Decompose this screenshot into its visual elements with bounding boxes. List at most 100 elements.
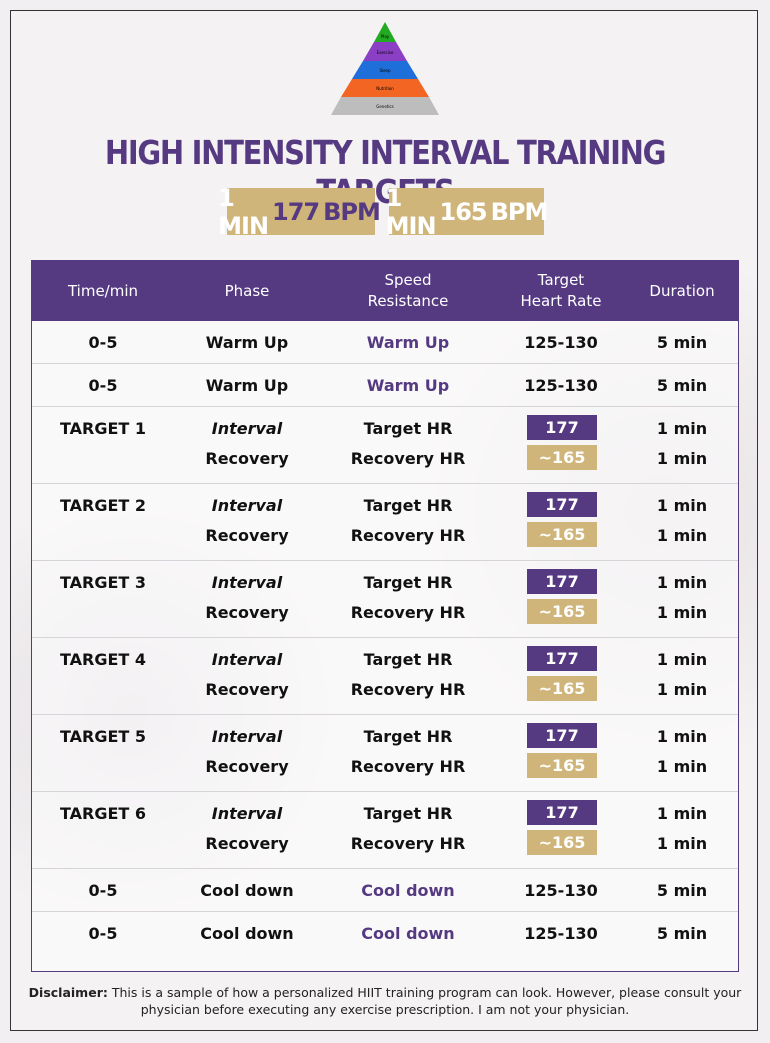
interval-hr-badge: 177 (527, 569, 597, 594)
cell-interval-duration: 1 min (656, 496, 708, 515)
cell-recovery-speed: Recovery HR (350, 526, 466, 545)
badge-value: 177 (272, 197, 320, 226)
cell-recovery-duration: 1 min (656, 603, 708, 622)
cell-time: 0-5 (88, 924, 118, 943)
cell-recovery: Recovery (205, 603, 289, 622)
disclaimer-text: This is a sample of how a personalized H… (111, 985, 742, 1017)
cell-hr: 125-130 (524, 881, 598, 900)
header-target-hr: Target Heart Rate (496, 261, 626, 321)
cell-phase: Cool down (200, 924, 294, 943)
cell-recovery-speed: Recovery HR (350, 449, 466, 468)
cell-target-label: TARGET 3 (59, 573, 147, 592)
cell-hr: 125-130 (524, 924, 598, 943)
header-speed-line2: Resistance (367, 292, 449, 310)
cell-phase: Warm Up (205, 376, 289, 395)
cell-interval: Interval (211, 573, 283, 592)
pyramid-level-exercise (363, 42, 407, 61)
cell-interval-speed: Target HR (363, 573, 453, 592)
cell-time: 0-5 (88, 881, 118, 900)
target-row-5: TARGET 5 Interval Target HR 177 1 min Re… (32, 715, 738, 792)
cell-interval: Interval (211, 419, 283, 438)
target-row-4: TARGET 4 Interval Target HR 177 1 min Re… (32, 638, 738, 715)
cell-recovery: Recovery (205, 757, 289, 776)
cell-recovery-speed: Recovery HR (350, 603, 466, 622)
cell-interval: Interval (211, 804, 283, 823)
cell-interval-duration: 1 min (656, 419, 708, 438)
cell-recovery: Recovery (205, 526, 289, 545)
cell-interval-duration: 1 min (656, 727, 708, 746)
disclaimer: Disclaimer: This is a sample of how a pe… (20, 984, 750, 1018)
header-duration: Duration (649, 281, 715, 300)
pyramid-label-exercise: Exercise (377, 50, 394, 55)
pyramid-label-play: Play (381, 34, 390, 39)
interval-hr-badge: 177 (527, 646, 597, 671)
cell-interval-speed: Target HR (363, 727, 453, 746)
cell-interval-speed: Target HR (363, 650, 453, 669)
pyramid-level-nutrition (341, 79, 429, 97)
pyramid-label-nutrition: Nutrition (376, 86, 394, 91)
header-time: Time/min (67, 281, 139, 300)
cell-interval-duration: 1 min (656, 573, 708, 592)
cell-recovery: Recovery (205, 449, 289, 468)
pyramid-label-sleep: Sleep (379, 68, 391, 73)
cell-interval-duration: 1 min (656, 650, 708, 669)
cell-target-label: TARGET 6 (59, 804, 147, 823)
interval-hr-badge: 177 (527, 492, 597, 517)
cell-recovery-duration: 1 min (656, 834, 708, 853)
cell-speed: Warm Up (366, 376, 450, 395)
cell-speed: Warm Up (366, 333, 450, 352)
header-speed: Speed Resistance (320, 261, 496, 321)
target-row-6: TARGET 6 Interval Target HR 177 1 min Re… (32, 792, 738, 869)
cell-recovery: Recovery (205, 680, 289, 699)
recovery-hr-badge: ~165 (527, 676, 597, 701)
disclaimer-label: Disclaimer: (28, 985, 108, 1000)
recovery-hr-badge: ~165 (527, 753, 597, 778)
cell-duration: 5 min (656, 376, 708, 395)
badge-prefix: 1 MIN (218, 183, 269, 240)
table-row: 0-5 Warm Up Warm Up 125-130 5 min (32, 364, 738, 407)
cell-recovery-speed: Recovery HR (350, 834, 466, 853)
header-target-line2: Heart Rate (520, 292, 602, 310)
table-row: 0-5 Cool down Cool down 125-130 5 min (32, 912, 738, 954)
cell-duration: 5 min (656, 924, 708, 943)
cell-interval-speed: Target HR (363, 419, 453, 438)
target-row-2: TARGET 2 Interval Target HR 177 1 min Re… (32, 484, 738, 561)
cell-speed: Cool down (361, 881, 455, 900)
target-badge-177: 1 MIN 177 BPM (218, 184, 381, 240)
table-header: Time/min Phase Speed Resistance Target H… (32, 261, 738, 321)
cell-recovery-duration: 1 min (656, 526, 708, 545)
table-row: 0-5 Warm Up Warm Up 125-130 5 min (32, 321, 738, 364)
header-target-line1: Target (537, 271, 585, 289)
badge-suffix: BPM (323, 197, 381, 226)
badge-suffix: BPM (490, 197, 549, 226)
cell-recovery-duration: 1 min (656, 757, 708, 776)
header-speed-line1: Speed (384, 271, 432, 289)
recovery-hr-badge: ~165 (527, 599, 597, 624)
cell-duration: 5 min (656, 333, 708, 352)
cell-hr: 125-130 (524, 376, 598, 395)
pyramid-label-genetics: Genetics (376, 104, 394, 109)
cell-speed: Cool down (361, 924, 455, 943)
badge-prefix: 1 MIN (385, 183, 437, 240)
cell-interval: Interval (211, 496, 283, 515)
health-pyramid-logo: Play Exercise Sleep Nutrition Genetics (331, 22, 439, 115)
cell-target-label: TARGET 2 (59, 496, 147, 515)
pyramid-level-play (374, 22, 396, 42)
cell-recovery-speed: Recovery HR (350, 757, 466, 776)
pyramid-level-genetics (331, 97, 439, 115)
recovery-hr-badge: ~165 (527, 830, 597, 855)
cell-recovery-duration: 1 min (656, 680, 708, 699)
target-row-1: TARGET 1 Interval Target HR 177 1 min Re… (32, 407, 738, 484)
cell-hr: 125-130 (524, 333, 598, 352)
cell-duration: 5 min (656, 881, 708, 900)
target-row-3: TARGET 3 Interval Target HR 177 1 min Re… (32, 561, 738, 638)
cell-interval: Interval (211, 727, 283, 746)
interval-hr-badge: 177 (527, 415, 597, 440)
cell-interval-duration: 1 min (656, 804, 708, 823)
interval-hr-badge: 177 (527, 723, 597, 748)
cell-recovery-speed: Recovery HR (350, 680, 466, 699)
recovery-hr-badge: ~165 (527, 522, 597, 547)
cell-recovery: Recovery (205, 834, 289, 853)
cell-target-label: TARGET 5 (59, 727, 147, 746)
cell-interval-speed: Target HR (363, 496, 453, 515)
